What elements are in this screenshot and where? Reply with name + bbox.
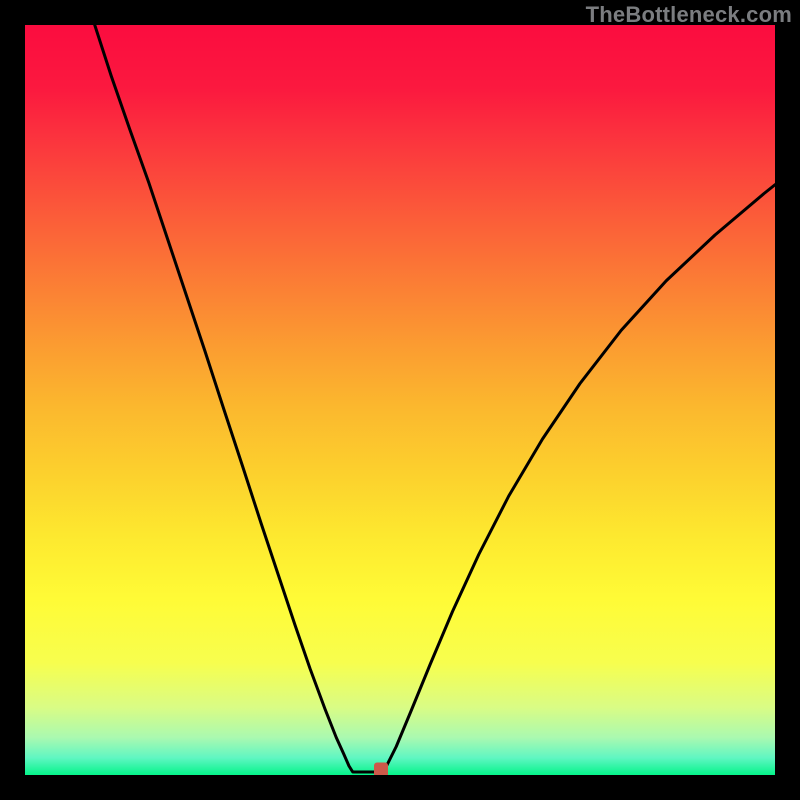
chart-container: TheBottleneck.com xyxy=(0,0,800,800)
chart-svg xyxy=(25,25,775,775)
minimum-marker xyxy=(374,763,388,775)
gradient-background xyxy=(25,25,775,775)
attribution-text: TheBottleneck.com xyxy=(586,2,792,28)
plot-area xyxy=(25,25,775,775)
